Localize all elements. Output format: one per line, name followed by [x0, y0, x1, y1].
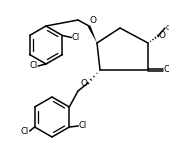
- Text: O: O: [90, 16, 96, 25]
- Text: O: O: [159, 31, 165, 41]
- Text: O: O: [164, 66, 169, 75]
- Text: Cl: Cl: [79, 122, 87, 131]
- Text: OCH₃: OCH₃: [165, 25, 169, 31]
- Text: Cl: Cl: [21, 127, 29, 136]
- Text: Cl: Cl: [29, 61, 38, 71]
- Polygon shape: [88, 25, 97, 43]
- Text: Cl: Cl: [72, 33, 80, 42]
- Text: O: O: [80, 78, 88, 87]
